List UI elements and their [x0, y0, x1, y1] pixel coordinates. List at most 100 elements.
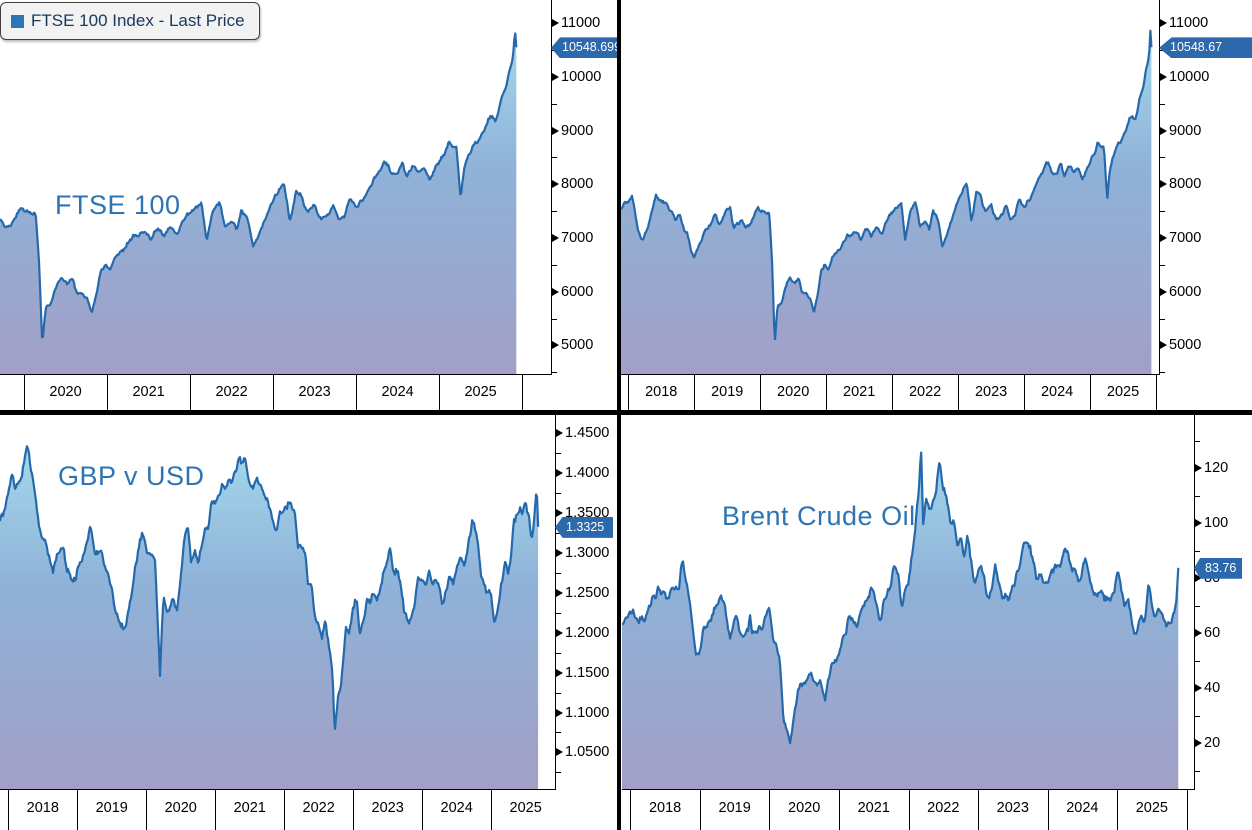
- y-tick-label: 9000: [1169, 122, 1202, 139]
- x-tick-label: 2021: [843, 384, 876, 400]
- x-tick-label: 2021: [233, 800, 266, 816]
- y-tick-label: 100: [1204, 515, 1229, 532]
- x-tick-label: 2023: [298, 384, 331, 400]
- last-price-badge-gbp-usd: 1.3325: [555, 516, 613, 538]
- y-tick-arrow-icon: [552, 19, 559, 28]
- y-tick-minor: [556, 492, 561, 494]
- x-year-separator: [769, 790, 771, 830]
- x-year-separator: [146, 790, 148, 830]
- last-price-badge-brent-crude-oil: 83.76: [1194, 557, 1242, 579]
- x-year-separator: [190, 375, 192, 410]
- y-tick-arrow-icon: [1160, 72, 1167, 81]
- x-tick-label: 2024: [381, 384, 414, 400]
- x-axis-brent-crude-oil: 2018 2019 2020 2021 2022 2023 2024 2025: [622, 790, 1195, 830]
- x-year-separator: [908, 790, 910, 830]
- x-year-separator: [826, 375, 828, 410]
- x-year-separator: [694, 375, 696, 410]
- x-year-separator: [353, 790, 355, 830]
- x-tick-label: 2022: [215, 384, 248, 400]
- x-year-separator: [439, 375, 441, 410]
- y-tick-minor: [556, 612, 561, 614]
- x-year-separator: [628, 375, 630, 410]
- x-tick-label: 2019: [711, 384, 744, 400]
- y-tick-arrow-icon: [552, 234, 559, 242]
- x-tick-label: 2020: [164, 800, 197, 816]
- x-tick-label: 2025: [1135, 800, 1169, 816]
- x-tick-label: 2018: [645, 384, 678, 400]
- y-tick-label: 1.3000: [565, 544, 610, 561]
- y-tick-label: 8000: [1169, 176, 1202, 193]
- price-series-ftse-100-full[interactable]: [621, 0, 1160, 375]
- y-tick-arrow-icon: [556, 588, 563, 597]
- price-line: [0, 32, 518, 339]
- price-series-ftse-100-zoomed[interactable]: [0, 0, 552, 375]
- y-tick-minor: [1195, 715, 1200, 717]
- x-year-separator: [760, 375, 762, 410]
- y-tick-label: 1.4000: [565, 464, 610, 481]
- quadrant-divider-vertical: [617, 0, 621, 830]
- x-tick-label: 2024: [1066, 800, 1099, 816]
- y-tick-minor: [552, 103, 557, 105]
- y-tick-label: 20: [1204, 735, 1221, 752]
- chart-gbp-usd: GBP v USD 1.4500 1.4000 1.3500 1.3000 1.2500 1…: [0, 415, 617, 830]
- x-tick-label: 2021: [857, 800, 890, 816]
- y-tick-minor: [1160, 318, 1165, 320]
- y-tick-arrow-icon: [1195, 464, 1202, 473]
- y-tick-arrow-icon: [556, 548, 563, 557]
- plot-area-gbp-usd: GBP v USD: [0, 415, 556, 790]
- y-tick-label: 1.4500: [565, 424, 610, 441]
- price-line: [622, 451, 1180, 745]
- last-price-badge-ftse-100-full: 10548.67: [1159, 37, 1252, 59]
- y-tick-minor: [556, 572, 561, 574]
- last-price-badge-ftse-100-zoomed: 10548.699: [551, 37, 617, 59]
- y-axis-gbp-usd: 1.4500 1.4000 1.3500 1.3000 1.2500 1.2000 1.15…: [556, 415, 617, 790]
- legend[interactable]: FTSE 100 Index - Last Price: [0, 2, 260, 40]
- x-year-separator: [958, 375, 960, 410]
- area-fill: [622, 452, 1179, 790]
- y-tick-minor: [556, 732, 561, 734]
- x-tick-label: 2022: [908, 384, 942, 400]
- x-year-separator: [77, 790, 79, 830]
- y-tick-arrow-icon: [1160, 19, 1167, 28]
- y-tick-minor: [1160, 103, 1165, 105]
- y-tick-arrow-icon: [552, 341, 559, 350]
- y-tick-minor: [552, 211, 557, 213]
- y-tick-arrow-icon: [1195, 574, 1202, 583]
- y-tick-label: 60: [1204, 625, 1221, 642]
- y-tick-arrow-icon: [556, 468, 563, 477]
- y-tick-label: 9000: [561, 122, 594, 139]
- y-tick-label: 5000: [1169, 337, 1202, 354]
- y-tick-label: 5000: [561, 337, 594, 354]
- y-tick-arrow-icon: [1160, 126, 1167, 135]
- y-tick-label: 11000: [1169, 15, 1209, 32]
- x-year-separator: [1186, 790, 1188, 830]
- y-tick-arrow-icon: [1160, 234, 1167, 242]
- y-tick-minor: [1195, 495, 1200, 497]
- x-year-separator: [1047, 790, 1049, 830]
- y-tick-label: 1.1500: [565, 664, 610, 681]
- x-tick-label: 2022: [927, 800, 960, 816]
- x-year-separator: [215, 790, 217, 830]
- plot-area-ftse-100-zoomed: FTSE 100: [0, 0, 552, 375]
- price-series-gbp-usd[interactable]: [0, 415, 556, 790]
- y-tick-arrow-icon: [1160, 287, 1167, 296]
- price-series-brent-crude-oil[interactable]: [622, 415, 1195, 790]
- y-tick-arrow-icon: [552, 180, 559, 189]
- chart-title-gbp-usd: GBP v USD: [58, 461, 205, 491]
- y-tick-label: 120: [1204, 460, 1229, 477]
- y-tick-label: 1.2500: [565, 584, 610, 601]
- x-year-separator: [24, 375, 26, 410]
- x-tick-label: 2025: [1106, 384, 1140, 400]
- x-tick-label: 2025: [509, 800, 542, 816]
- y-tick-label: 7000: [1169, 230, 1202, 246]
- x-year-separator: [491, 790, 493, 830]
- x-year-separator: [838, 790, 840, 830]
- plot-area-brent-crude-oil: Brent Crude Oil: [622, 415, 1195, 790]
- price-line: [621, 29, 1153, 341]
- x-year-separator: [1117, 790, 1119, 830]
- y-tick-label: 8000: [561, 176, 594, 193]
- chart-title-ftse-100-zoomed: FTSE 100: [55, 190, 181, 220]
- x-tick-label: 2021: [132, 384, 165, 400]
- y-tick-arrow-icon: [1195, 684, 1202, 693]
- x-year-separator: [978, 790, 980, 830]
